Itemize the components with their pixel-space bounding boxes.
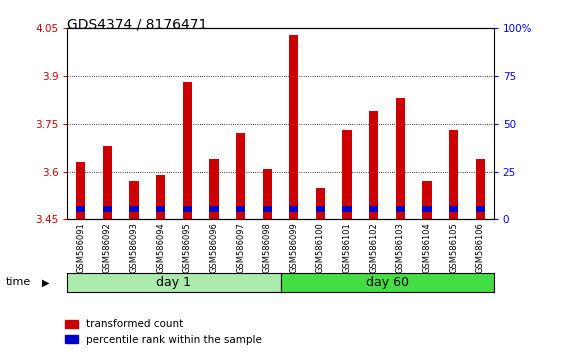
Bar bbox=[396, 206, 405, 212]
Bar bbox=[182, 206, 192, 212]
Bar bbox=[182, 82, 192, 219]
Bar bbox=[209, 206, 219, 212]
Bar bbox=[422, 206, 432, 212]
Bar bbox=[449, 130, 458, 219]
Text: time: time bbox=[6, 277, 31, 287]
Bar bbox=[449, 206, 458, 212]
Bar bbox=[476, 206, 485, 212]
Text: day 60: day 60 bbox=[366, 276, 408, 289]
Bar bbox=[129, 206, 139, 212]
Legend: transformed count, percentile rank within the sample: transformed count, percentile rank withi… bbox=[61, 315, 266, 349]
Bar bbox=[342, 130, 352, 219]
Bar bbox=[103, 146, 112, 219]
Bar bbox=[263, 206, 272, 212]
Bar bbox=[422, 181, 432, 219]
Bar bbox=[236, 133, 245, 219]
Bar bbox=[476, 159, 485, 219]
Bar bbox=[76, 162, 85, 219]
Text: day 1: day 1 bbox=[157, 276, 191, 289]
Bar bbox=[316, 188, 325, 219]
Bar bbox=[342, 206, 352, 212]
Bar bbox=[263, 169, 272, 219]
Bar bbox=[289, 35, 298, 219]
Bar bbox=[76, 206, 85, 212]
Text: GDS4374 / 8176471: GDS4374 / 8176471 bbox=[67, 18, 208, 32]
Bar bbox=[316, 206, 325, 212]
Bar bbox=[156, 175, 165, 219]
Bar bbox=[209, 159, 219, 219]
Bar bbox=[103, 206, 112, 212]
Bar bbox=[129, 181, 139, 219]
Bar bbox=[156, 206, 165, 212]
Bar bbox=[396, 98, 405, 219]
Bar bbox=[369, 206, 379, 212]
Text: ▶: ▶ bbox=[42, 277, 49, 287]
Bar bbox=[289, 206, 298, 212]
Bar bbox=[369, 111, 379, 219]
Bar bbox=[236, 206, 245, 212]
